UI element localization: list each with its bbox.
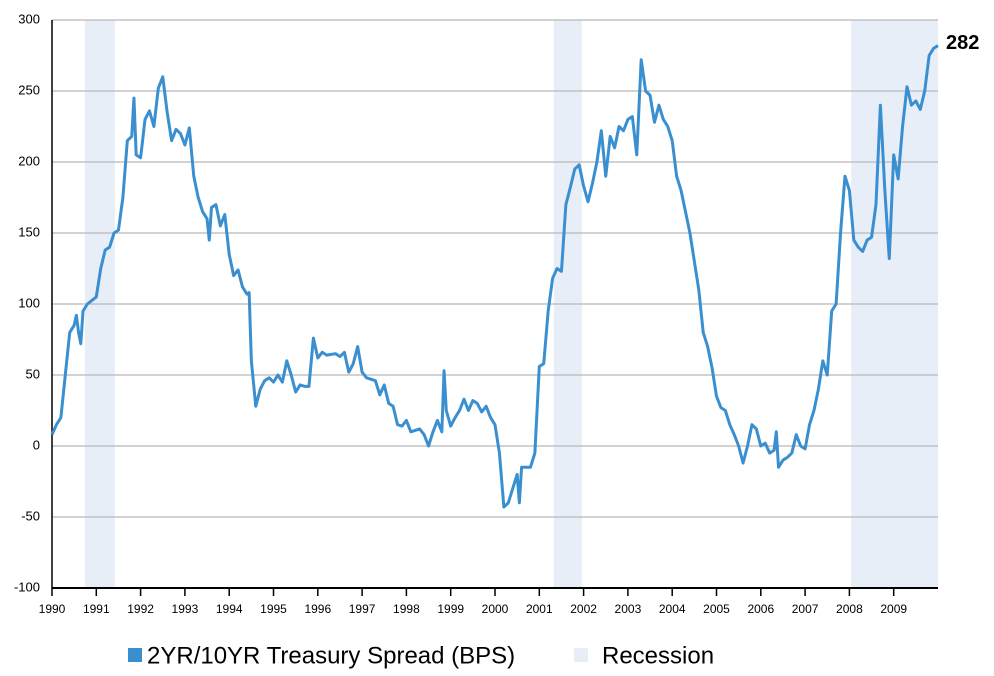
- y-tick-label: -50: [21, 508, 40, 523]
- x-tick-label: 2001: [526, 602, 553, 616]
- x-tick-label: 2008: [836, 602, 863, 616]
- y-tick-label: 50: [26, 366, 40, 381]
- legend-swatch: [128, 648, 142, 662]
- x-tick-label: 2005: [703, 602, 730, 616]
- x-tick-label: 1996: [304, 602, 331, 616]
- x-tick-label: 2004: [659, 602, 686, 616]
- y-tick-label: 300: [18, 11, 40, 26]
- x-tick-label: 2000: [482, 602, 509, 616]
- x-tick-label: 1997: [349, 602, 376, 616]
- x-tick-label: 1990: [39, 602, 66, 616]
- y-tick-label: 0: [33, 437, 40, 452]
- x-tick-label: 1991: [83, 602, 110, 616]
- x-tick-label: 2007: [792, 602, 819, 616]
- series-line: [50, 44, 939, 509]
- y-tick-label: 200: [18, 153, 40, 168]
- legend-label: 2YR/10YR Treasury Spread (BPS): [147, 642, 515, 669]
- y-tick-label: -100: [14, 579, 40, 594]
- x-tick-label: 1993: [172, 602, 199, 616]
- legend-label: Recession: [602, 642, 714, 669]
- x-tick-label: 1995: [260, 602, 287, 616]
- end-value-label: 282: [946, 32, 979, 54]
- legend-swatch: [574, 648, 588, 662]
- x-tick-label: 1994: [216, 602, 243, 616]
- y-tick-label: 250: [18, 82, 40, 97]
- x-tick-label: 2002: [570, 602, 597, 616]
- x-tick-label: 2009: [880, 602, 907, 616]
- x-tick-label: 2006: [747, 602, 774, 616]
- y-tick-label: 150: [18, 224, 40, 239]
- x-tick-label: 1998: [393, 602, 420, 616]
- x-tick-label: 1999: [437, 602, 464, 616]
- x-tick-label: 1992: [127, 602, 154, 616]
- x-tick-label: 2003: [615, 602, 642, 616]
- y-tick-label: 100: [18, 295, 40, 310]
